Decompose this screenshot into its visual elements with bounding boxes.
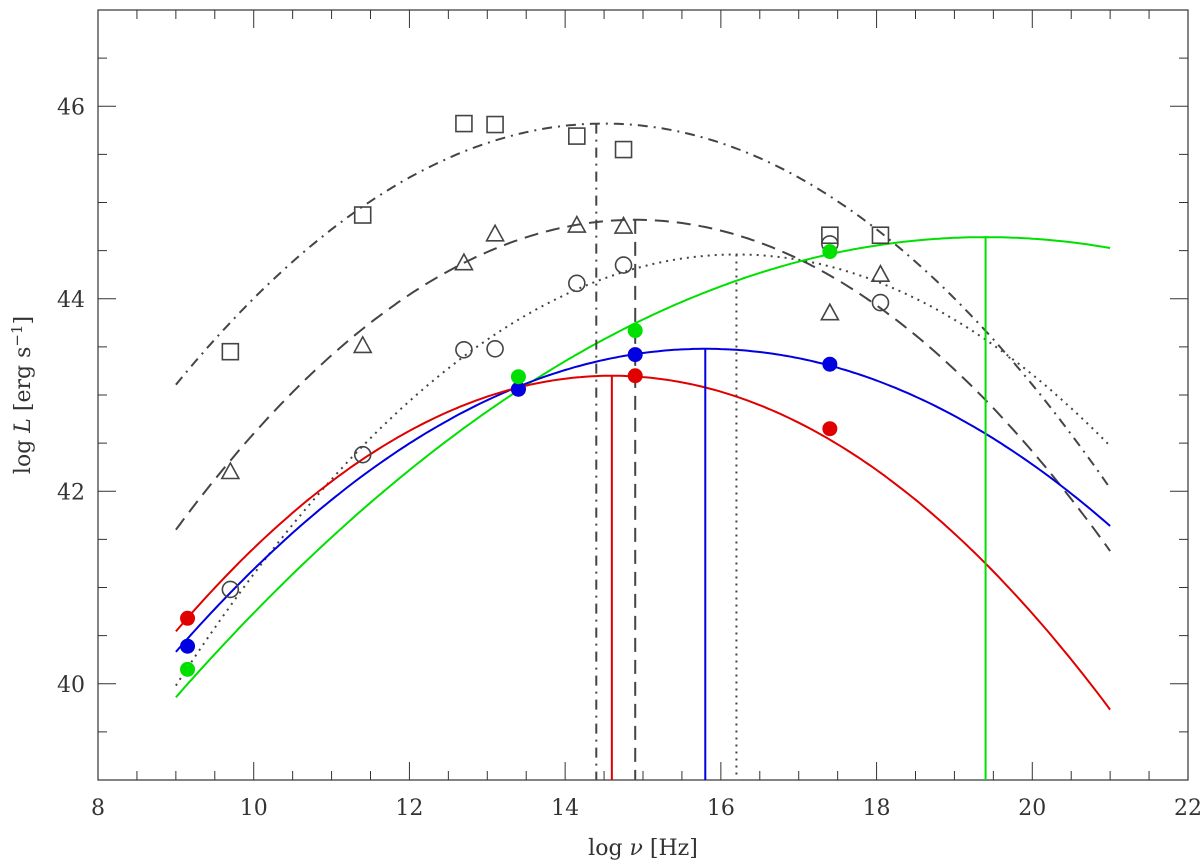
triangle-marker bbox=[485, 223, 505, 242]
circle-marker bbox=[614, 256, 633, 274]
y-tick-label: 46 bbox=[57, 95, 85, 120]
filled-marker bbox=[822, 356, 838, 372]
triangle-marker bbox=[613, 215, 634, 234]
filled-marker bbox=[510, 381, 526, 397]
x-tick-label: 12 bbox=[395, 796, 423, 821]
filled-marker bbox=[627, 323, 643, 339]
model-curves bbox=[175, 122, 1111, 711]
circle-marker bbox=[455, 340, 473, 359]
circle-marker bbox=[221, 580, 240, 599]
filled-marker bbox=[180, 610, 196, 626]
model-curve bbox=[175, 236, 1111, 698]
square-marker bbox=[614, 140, 633, 159]
filled-marker bbox=[822, 244, 838, 260]
model-curve bbox=[175, 253, 1111, 687]
square-marker bbox=[486, 115, 504, 134]
y-tick-label: 44 bbox=[57, 288, 85, 313]
tick-labels: 8 10 12 14 16 18 20 22 40 42 44 46 bbox=[57, 95, 1200, 821]
x-tick-label: 18 bbox=[863, 796, 891, 821]
model-curve bbox=[175, 374, 1111, 711]
model-curve bbox=[175, 218, 1111, 552]
y-tick-label: 40 bbox=[57, 673, 85, 698]
x-tick-label: 20 bbox=[1018, 796, 1046, 821]
x-tick-label: 14 bbox=[551, 796, 579, 821]
triangle-marker bbox=[220, 461, 241, 480]
square-marker bbox=[821, 226, 839, 245]
filled-marker bbox=[510, 369, 526, 385]
triangle-marker bbox=[820, 302, 840, 321]
axis-ticks bbox=[97, 9, 1189, 781]
triangle-marker bbox=[352, 335, 373, 354]
triangle-marker bbox=[454, 252, 474, 271]
square-marker bbox=[353, 206, 372, 224]
x-tick-label: 22 bbox=[1174, 796, 1200, 821]
square-marker bbox=[455, 114, 473, 133]
filled-marker bbox=[822, 421, 838, 437]
x-tick-label: 16 bbox=[707, 796, 735, 821]
model-curve bbox=[175, 347, 1111, 653]
x-tick-label: 10 bbox=[240, 796, 268, 821]
x-tick-label: 8 bbox=[91, 796, 105, 821]
circle-marker bbox=[568, 274, 586, 293]
y-tick-label: 42 bbox=[57, 480, 85, 505]
circle-marker bbox=[486, 339, 504, 358]
data-points bbox=[180, 114, 891, 677]
triangle-marker bbox=[870, 264, 891, 282]
filled-marker bbox=[627, 347, 643, 363]
y-axis-label: log L [erg s−1] bbox=[8, 316, 36, 474]
triangle-marker bbox=[566, 214, 587, 233]
circle-marker bbox=[353, 445, 372, 464]
filled-marker bbox=[180, 638, 196, 654]
filled-marker bbox=[180, 661, 196, 677]
x-axis-label: log ν [Hz] bbox=[588, 836, 698, 861]
square-marker bbox=[221, 342, 240, 361]
square-marker bbox=[871, 226, 890, 245]
peak-drop-lines bbox=[595, 123, 987, 780]
circle-marker bbox=[871, 293, 890, 312]
model-curve bbox=[175, 122, 1111, 489]
square-marker bbox=[568, 127, 586, 145]
filled-marker bbox=[627, 368, 643, 384]
